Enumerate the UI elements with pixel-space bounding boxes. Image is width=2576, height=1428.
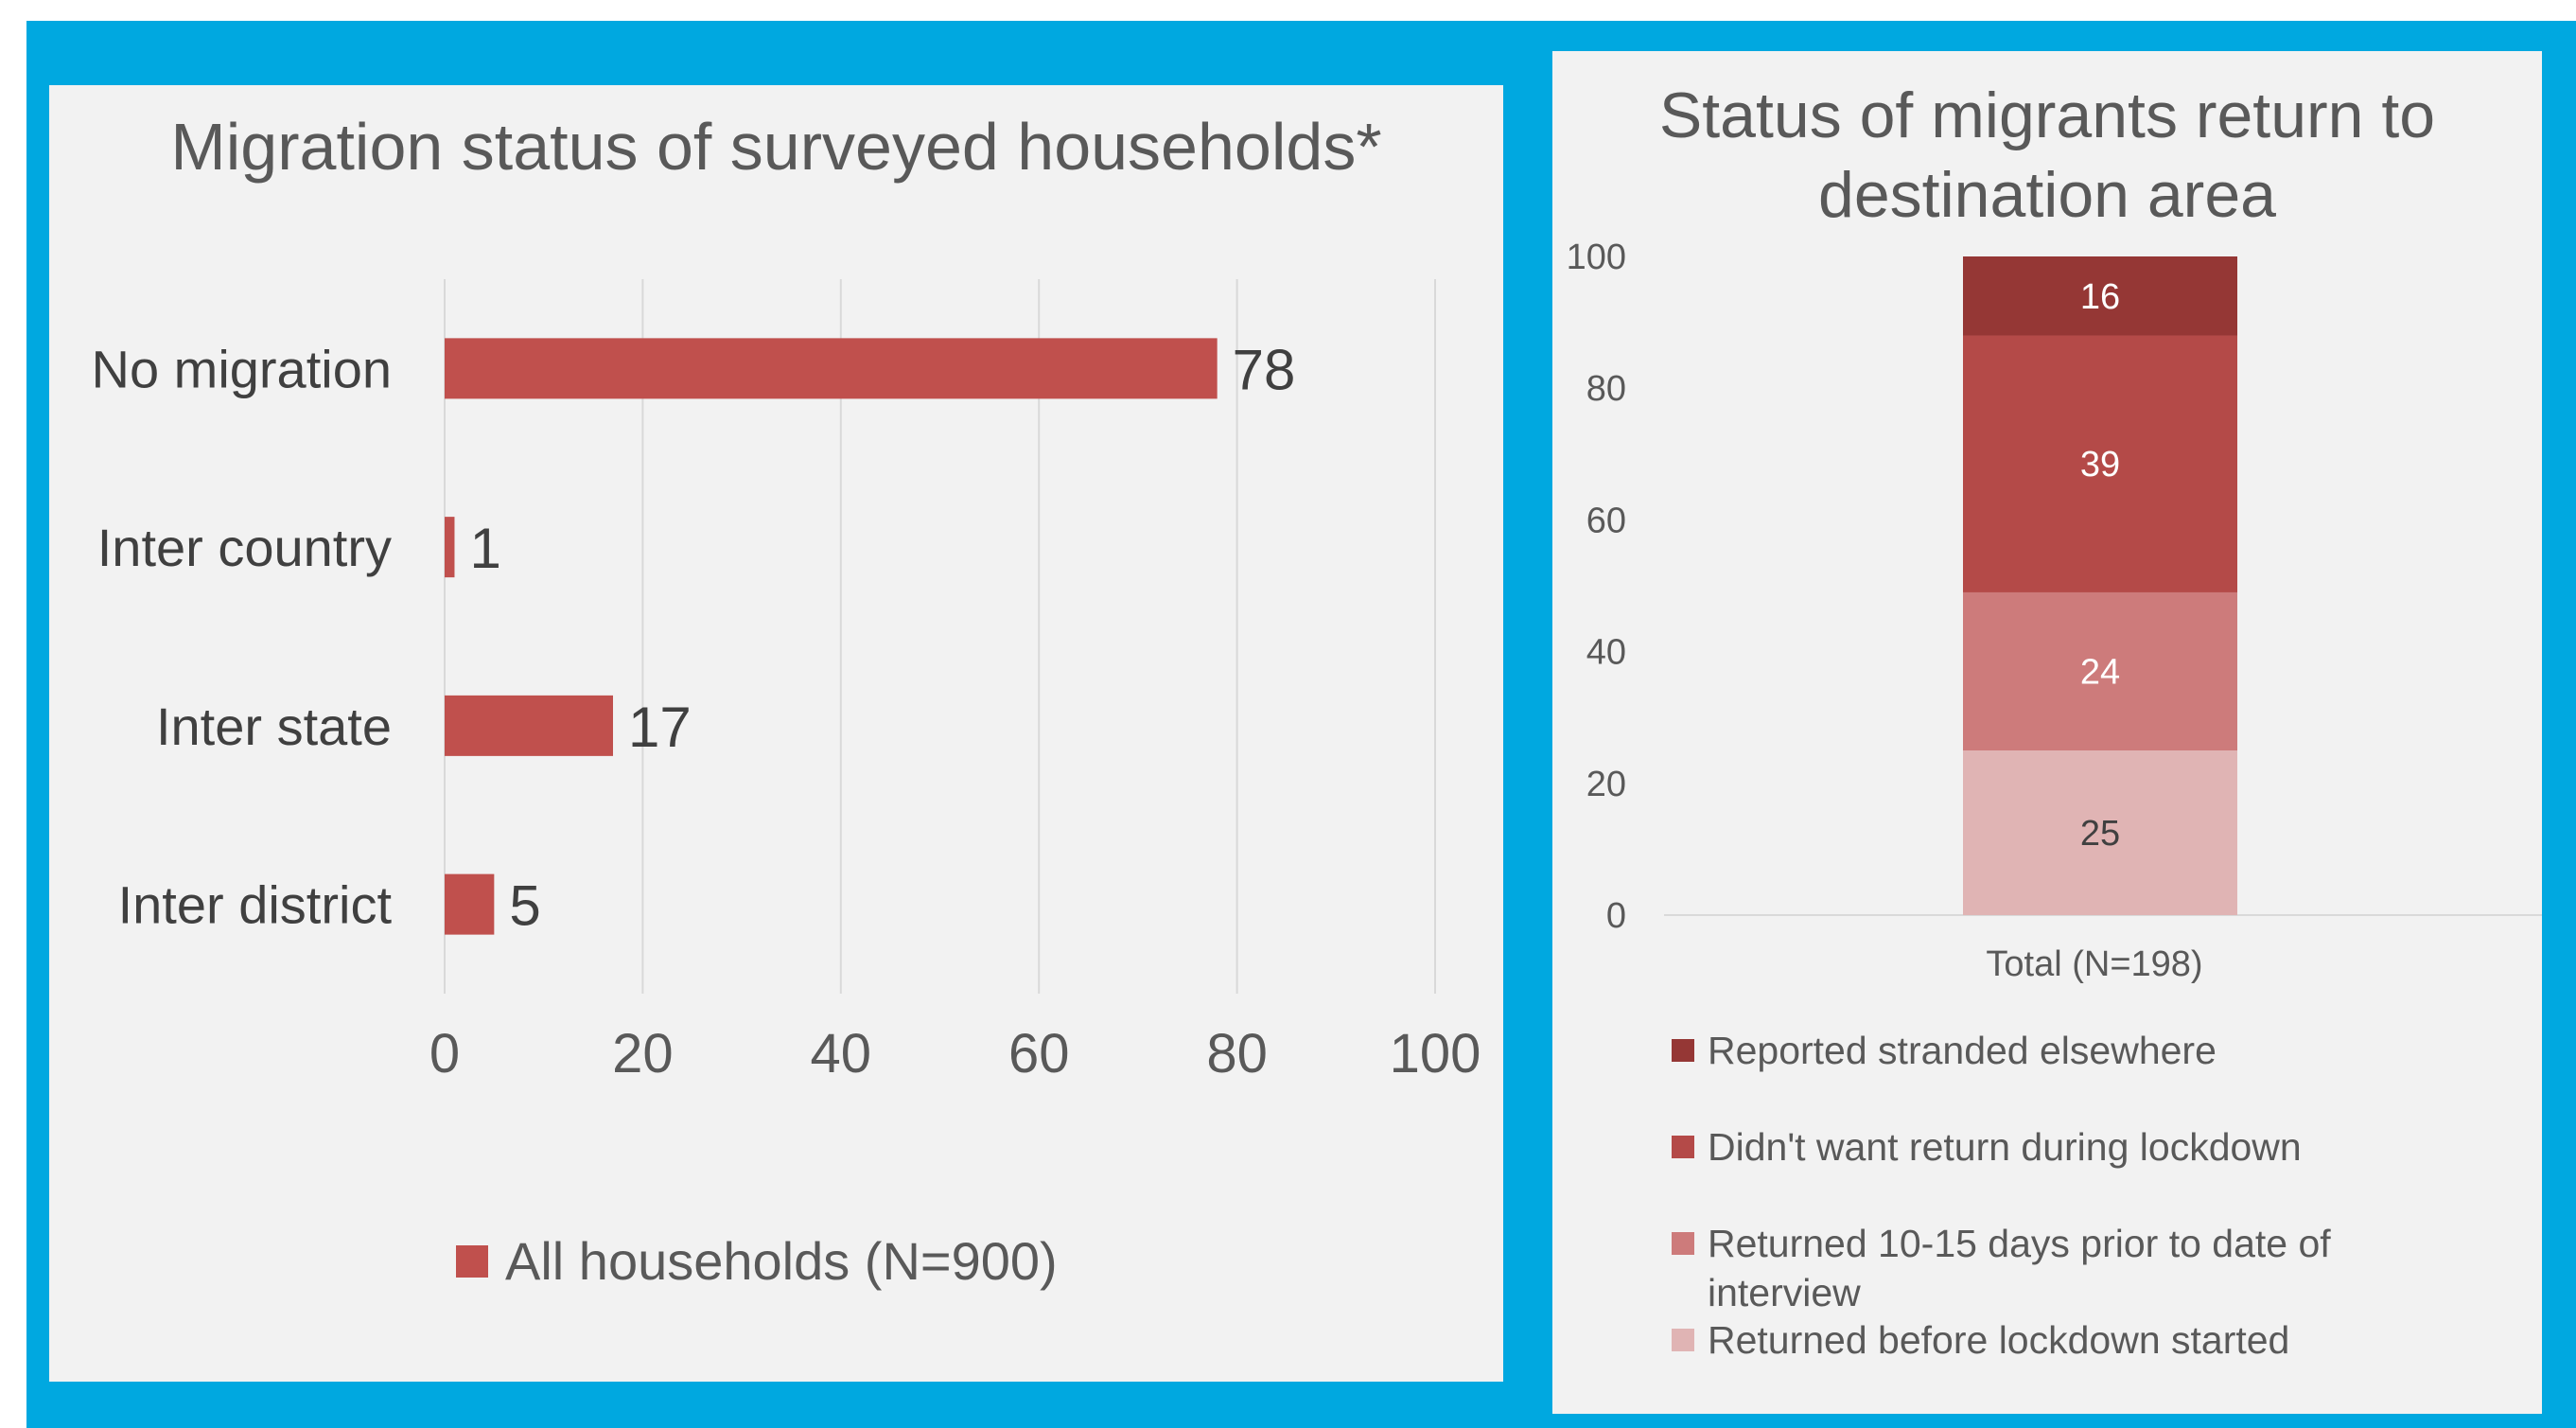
x-tick-label: 100 [1390,1023,1481,1084]
x-tick-label: 20 [612,1023,674,1084]
segment-data-label: 24 [2080,652,2120,692]
left-legend: All households (N=900) [456,1230,1058,1292]
legend-item: Reported stranded elsewhere [1672,1026,2427,1075]
legend-item: Returned 10-15 days prior to date of int… [1672,1219,2370,1317]
y-tick-label: 20 [1586,765,1626,804]
legend-label: Returned 10-15 days prior to date of int… [1708,1222,2331,1314]
left-chart-title: Migration status of surveyed households* [170,110,1382,184]
legend-label: Reported stranded elsewhere [1708,1029,2217,1072]
right-chart-panel: Status of migrants return to destination… [1552,51,2542,1414]
data-label: 78 [1233,338,1296,401]
legend-item: Returned before lockdown started [1672,1315,2427,1365]
y-tick-label: 80 [1586,369,1626,409]
x-tick-label: 60 [1008,1023,1070,1084]
x-tick-label: 40 [811,1023,872,1084]
data-label: 5 [509,874,540,938]
segment-data-label: 39 [2080,445,2120,485]
stacked-segment [1963,750,2237,915]
y-tick-label: 0 [1606,896,1626,936]
right-chart-title: Status of migrants return to destination… [1658,79,2436,231]
y-tick-label: 40 [1586,633,1626,673]
legend-swatch [1672,1232,1694,1255]
y-tick-label: 60 [1586,501,1626,540]
x-tick-label: 80 [1206,1023,1268,1084]
legend-label: Didn't want return during lockdown [1708,1125,2302,1169]
bar [445,695,613,756]
x-tick-label: 0 [429,1023,460,1084]
left-chart-panel: Migration status of surveyed households*… [49,85,1503,1382]
legend-swatch [1672,1039,1694,1062]
category-label: Total (N=198) [1986,944,2202,984]
data-label: 1 [469,517,500,580]
segment-data-label: 25 [2080,814,2120,854]
data-label: 17 [628,696,692,759]
segment-data-label: 16 [2080,277,2120,317]
legend-swatch [456,1244,488,1278]
category-label: Inter state [156,696,392,756]
bar [445,873,495,935]
left-chart-svg: 0 20 40 60 80 100 No migration 78 Inter country 1… [92,279,1481,1084]
bar [445,338,1218,399]
legend-label: All households (N=900) [505,1231,1058,1291]
bar [445,517,455,578]
legend-swatch [1672,1329,1694,1351]
legend-label: Returned before lockdown started [1708,1318,2290,1362]
right-chart-svg: 0 20 40 60 80 100 25 24 39 16 Total (N=198) [1567,238,2542,984]
legend-item: Didn't want return during lockdown [1672,1122,2427,1172]
stacked-segment [1963,335,2237,592]
y-tick-label: 100 [1567,238,1626,277]
stacked-segment [1963,256,2237,336]
category-label: Inter district [118,875,393,935]
category-label: No migration [92,339,392,398]
legend-swatch [1672,1136,1694,1158]
category-label: Inter country [97,518,392,577]
stacked-segment [1963,591,2237,750]
